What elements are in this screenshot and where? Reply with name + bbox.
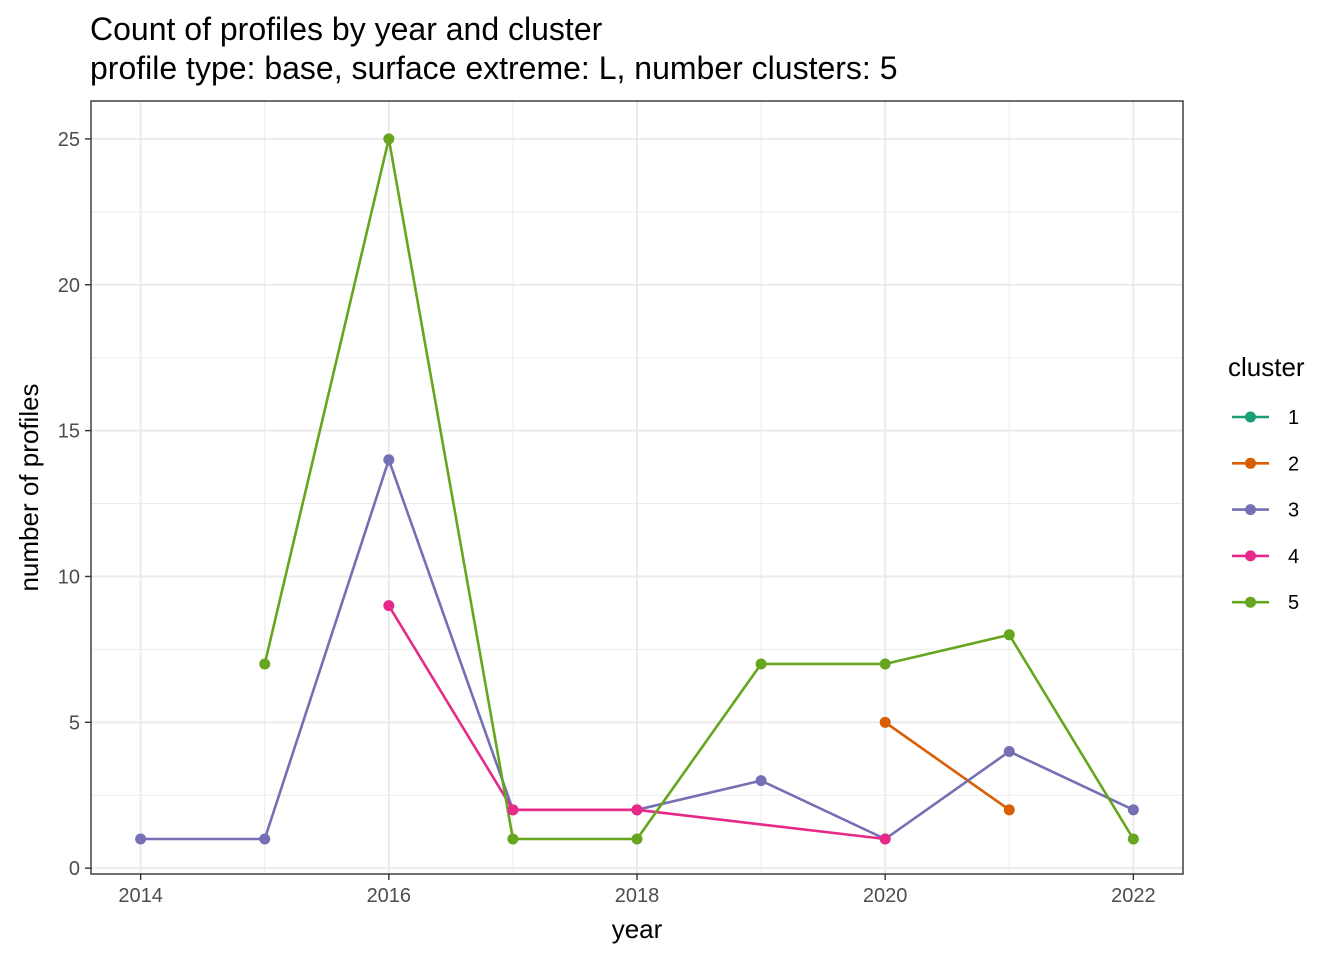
legend-label-2: 2: [1288, 453, 1299, 475]
x-tick-label: 2018: [615, 885, 660, 907]
chart-subtitle: profile type: base, surface extreme: L, …: [90, 50, 898, 86]
major-gridlines: [91, 101, 1183, 874]
y-tick-label: 0: [69, 858, 80, 880]
legend-item-3: 3: [1232, 500, 1299, 522]
legend-label-4: 4: [1288, 546, 1299, 568]
legend-label-1: 1: [1288, 407, 1299, 429]
series-3-point: [1127, 804, 1139, 816]
x-tick-label: 2020: [863, 885, 908, 907]
series-2-point: [879, 716, 891, 728]
y-tick-label: 10: [58, 566, 80, 588]
series-3-point: [259, 833, 271, 845]
x-axis-title: year: [612, 914, 663, 944]
series-5-point: [879, 658, 891, 670]
series-2-point: [1003, 804, 1015, 816]
legend-key-3-point: [1245, 504, 1256, 516]
series-4-point: [507, 804, 519, 816]
y-axis-ticks: 0 5 10 15 20 25: [58, 129, 91, 880]
series-3-point: [383, 454, 395, 466]
series-3-point: [755, 775, 767, 787]
legend-key-4-point: [1245, 550, 1256, 562]
series-3-point: [1003, 745, 1015, 757]
series-4-line: [387, 604, 886, 841]
series-4-point: [383, 600, 395, 612]
series-4-point: [879, 833, 891, 845]
series-5-point: [507, 833, 519, 845]
legend-key-1-point: [1245, 411, 1256, 423]
legend-item-2: 2: [1232, 453, 1299, 475]
series-4-point: [631, 804, 643, 816]
y-tick-label: 25: [58, 129, 80, 151]
x-axis-ticks: 2014 2016 2018 2020 2022: [118, 874, 1156, 907]
legend-key-2-point: [1245, 457, 1256, 469]
x-tick-label: 2014: [118, 885, 163, 907]
legend-item-5: 5: [1232, 592, 1299, 614]
series-5-point: [1127, 833, 1139, 845]
series-5-point: [259, 658, 271, 670]
legend-key-5-point: [1245, 596, 1256, 608]
legend-item-1: 1: [1232, 407, 1299, 429]
series-5-point: [383, 133, 395, 145]
y-tick-label: 20: [58, 275, 80, 297]
y-tick-label: 15: [58, 421, 80, 443]
series-5-point: [1003, 629, 1015, 641]
y-axis-title: number of profiles: [14, 383, 44, 591]
legend: cluster 1 2 3 4 5: [1228, 352, 1305, 614]
x-tick-label: 2022: [1111, 885, 1156, 907]
legend-title: cluster: [1228, 352, 1305, 382]
series-3-point: [135, 833, 147, 845]
x-tick-label: 2016: [367, 885, 412, 907]
series-5-point: [755, 658, 767, 670]
legend-label-5: 5: [1288, 592, 1299, 614]
series-5-line: [263, 137, 1135, 841]
chart-title: Count of profiles by year and cluster: [90, 11, 603, 47]
y-tick-label: 5: [69, 712, 80, 734]
series-2-line: [884, 721, 1011, 811]
legend-label-3: 3: [1288, 500, 1299, 522]
series-5-point: [631, 833, 643, 845]
legend-item-4: 4: [1232, 546, 1299, 568]
series-points: [135, 133, 1139, 845]
